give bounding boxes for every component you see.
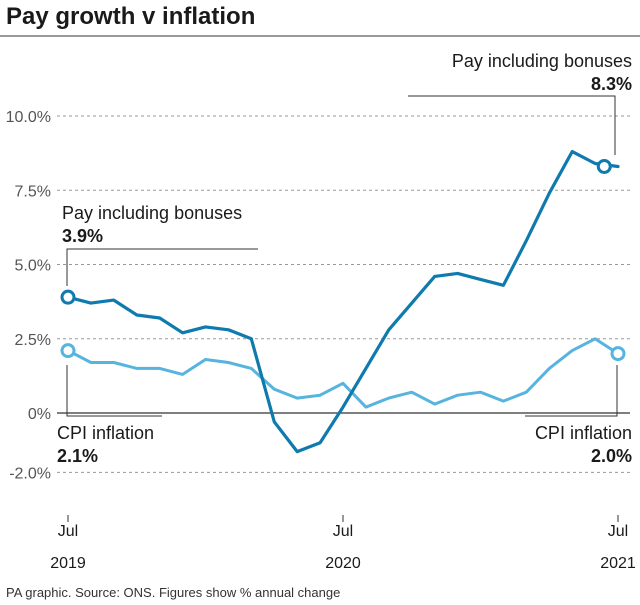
cpi-series-line: [66, 337, 620, 409]
series-lines: [66, 150, 620, 454]
pay-end-value: 8.3%: [591, 74, 632, 94]
cpi-end-leader: [525, 365, 618, 417]
cpi-end-value: 2.0%: [591, 446, 632, 466]
y-tick-label: -2.0%: [9, 465, 51, 482]
pay-end-label: Pay including bonuses: [452, 51, 632, 71]
x-tick-year: 2019: [50, 555, 86, 572]
endpoint-markers: [60, 158, 626, 362]
y-tick-label: 2.5%: [15, 332, 51, 349]
x-tick-month: Jul: [333, 523, 353, 540]
y-tick-label: 10.0%: [6, 109, 51, 126]
pay-end-marker: [596, 158, 612, 174]
pay-end-leader: [408, 95, 616, 155]
annotation-leaders: [66, 95, 618, 417]
chart-title: Pay growth v inflation: [6, 3, 255, 30]
cpi-start-label: CPI inflation: [57, 423, 154, 443]
cpi-start-marker: [60, 343, 76, 359]
pay-start-marker: [60, 289, 76, 305]
cpi-end-label: CPI inflation: [535, 423, 632, 443]
y-axis-tick-labels: 10.0% 7.5% 5.0% 2.5% 0% -2.0%: [6, 109, 51, 482]
pay-start-value: 3.9%: [62, 226, 103, 246]
x-tick-year: 2021: [600, 555, 636, 572]
cpi-start-value: 2.1%: [57, 446, 98, 466]
x-tick-month: Jul: [608, 523, 628, 540]
pay-series-line: [66, 150, 620, 454]
x-tick-month: Jul: [58, 523, 78, 540]
pay-start-leader: [66, 248, 258, 286]
cpi-end-marker: [610, 346, 626, 362]
y-tick-label: 5.0%: [15, 258, 51, 275]
x-tick-year: 2020: [325, 555, 361, 572]
pay-start-label: Pay including bonuses: [62, 203, 242, 223]
x-axis: Jul 2019 Jul 2020 Jul 2021: [50, 515, 636, 572]
cpi-start-leader: [66, 365, 162, 417]
y-tick-label: 0%: [28, 406, 51, 423]
footnote: PA graphic. Source: ONS. Figures show % …: [6, 585, 340, 600]
y-tick-label: 7.5%: [15, 183, 51, 200]
gridlines: [57, 115, 630, 473]
